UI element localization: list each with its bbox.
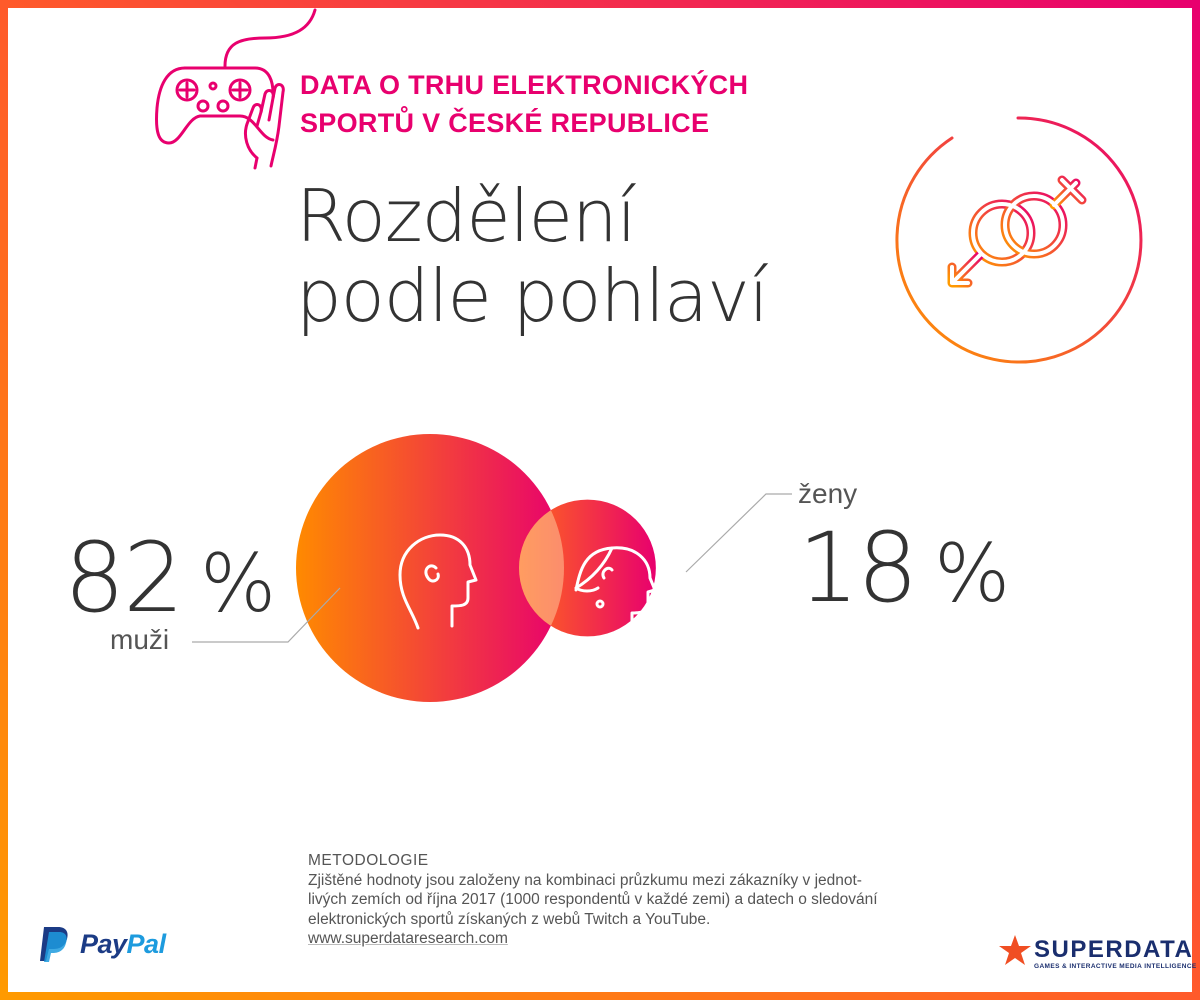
men-label: muži [110, 624, 170, 655]
paypal-logo: PayPal [38, 924, 166, 964]
women-label: ženy [798, 478, 858, 509]
source-link[interactable]: www.superdataresearch.com [308, 930, 508, 947]
report-title-line2: SPORTŮ V ČESKÉ REPUBLICE [300, 108, 710, 138]
female-head-icon [574, 546, 657, 628]
chart-title-line1: Rozdělení [296, 174, 637, 258]
superdata-name: SUPERDATA [1034, 936, 1194, 963]
gender-venn-chart [192, 434, 792, 702]
methodology-line2: livých zemích od října 2017 (1000 respon… [308, 891, 878, 908]
venn-overlap [519, 499, 564, 637]
superdata-tagline: GAMES & INTERACTIVE MEDIA INTELLIGENCE [1034, 963, 1197, 970]
women-value: 18 [798, 512, 918, 624]
men-unit: % [200, 537, 276, 630]
superdata-star-icon [999, 935, 1031, 965]
women-unit: % [934, 527, 1010, 620]
venn-circle-men [296, 434, 564, 702]
men-value: 82 [64, 522, 184, 634]
superdata-logo: SUPERDATA GAMES & INTERACTIVE MEDIA INTE… [998, 934, 1196, 974]
report-title-line1: DATA O TRHU ELEKTRONICKÝCH [300, 70, 749, 100]
report-title: DATA O TRHU ELEKTRONICKÝCH SPORTŮ V ČESK… [300, 66, 820, 142]
chart-title: Rozdělení podle pohlaví [296, 176, 856, 336]
hand-icon [243, 83, 285, 170]
methodology-note: METODOLOGIE Zjištěné hodnoty jsou založe… [308, 851, 928, 949]
methodology-line3: elektronických sportů získaných z webů T… [308, 910, 711, 928]
leader-line-women [685, 493, 792, 573]
paypal-wordmark-pay: Pay [80, 928, 127, 959]
gamepad-icon [155, 8, 317, 170]
paypal-wordmark-pal: Pal [126, 928, 167, 959]
methodology-heading: METODOLOGIE [308, 852, 429, 869]
methodology-line1: Zjištěné hodnoty jsou založeny na kombin… [308, 871, 862, 889]
paypal-p-icon [40, 927, 68, 962]
paypal-wordmark: PayPal [80, 929, 166, 960]
women-percentage: 18% [798, 518, 1010, 624]
men-percentage: 82% [64, 528, 276, 634]
gender-symbols-icon [895, 116, 1143, 364]
chart-title-line2: podle pohlaví [296, 254, 769, 338]
leader-line-men [192, 587, 341, 643]
male-head-icon [398, 533, 478, 630]
